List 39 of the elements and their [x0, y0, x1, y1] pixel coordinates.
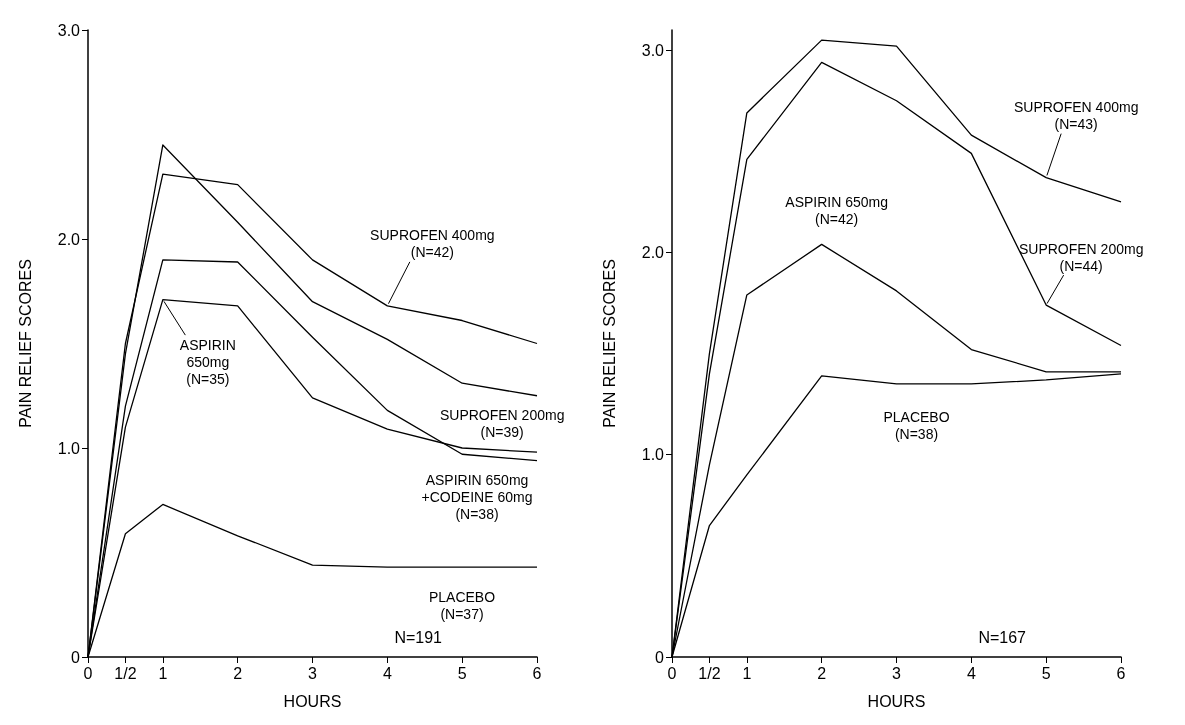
- series-label: ASPIRIN 650mg (N=35): [179, 336, 236, 387]
- x-tick-label: 1/2: [698, 664, 721, 682]
- x-tick-label: 5: [457, 664, 467, 682]
- series-label: SUPROFEN 200mg (N=44): [1018, 240, 1144, 274]
- y-axis-title: PAIN RELIEF SCORES: [600, 259, 618, 428]
- x-tick-label: 2: [233, 664, 243, 682]
- annotation: N=167: [978, 628, 1027, 646]
- y-tick-label: 0: [655, 648, 665, 666]
- y-tick-label: 1.0: [641, 446, 665, 464]
- x-axis-title: HOURS: [867, 692, 926, 710]
- x-tick-label: 2: [817, 664, 827, 682]
- x-tick-label: 0: [83, 664, 93, 682]
- x-tick-label: 5: [1041, 664, 1051, 682]
- x-tick-label: 1: [158, 664, 168, 682]
- x-axis-title: HOURS: [283, 692, 342, 710]
- y-tick-label: 0: [71, 648, 81, 666]
- y-axis-title: PAIN RELIEF SCORES: [16, 259, 34, 428]
- series-label: SUPROFEN 400mg (N=43): [1013, 99, 1139, 133]
- x-tick-label: 4: [382, 664, 392, 682]
- y-tick-label: 3.0: [57, 21, 81, 39]
- y-tick-label: 1.0: [57, 439, 81, 457]
- series-label: PLACEBO (N=37): [428, 588, 496, 622]
- y-tick-label: 2.0: [57, 230, 81, 248]
- annotation: N=191: [394, 628, 443, 646]
- x-tick-label: 1/2: [114, 664, 137, 682]
- x-tick-label: 1: [742, 664, 752, 682]
- text: SUPROFEN 400mg (N=42): [370, 227, 495, 261]
- x-tick-label: 0: [667, 664, 677, 682]
- y-tick-label: 3.0: [641, 41, 665, 59]
- text: SUPROFEN 200mg (N=39): [439, 406, 565, 440]
- text: ASPIRIN 650mg (N=42): [785, 193, 889, 227]
- x-tick-label: 4: [966, 664, 976, 682]
- series-label: PLACEBO (N=38): [883, 409, 950, 443]
- x-tick-label: 3: [308, 664, 318, 682]
- y-tick-label: 2.0: [641, 243, 665, 261]
- x-tick-label: 6: [532, 664, 542, 682]
- x-tick-label: 6: [1116, 664, 1126, 682]
- series-label: ASPIRIN 650mg +CODEINE 60mg (N=38): [421, 471, 533, 522]
- x-tick-label: 3: [892, 664, 902, 682]
